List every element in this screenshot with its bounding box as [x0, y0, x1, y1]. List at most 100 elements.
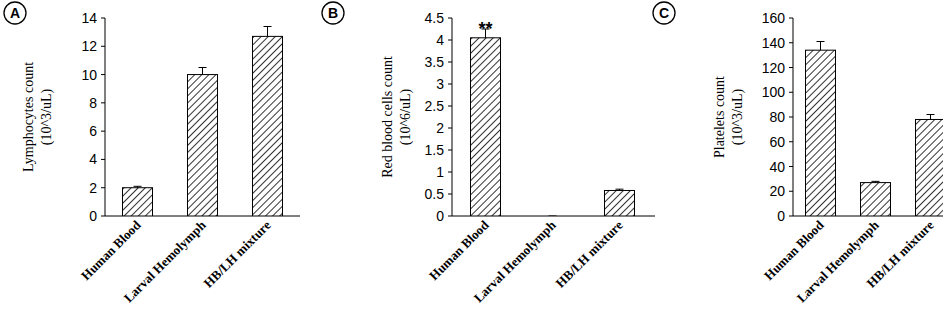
y-tick	[101, 216, 105, 217]
y-tick-label: 12	[81, 38, 97, 54]
x-tick-label: Human Blood	[426, 217, 492, 283]
y-tick-label: 3.5	[425, 54, 445, 70]
bar	[188, 75, 218, 216]
bar	[605, 190, 635, 216]
y-tick-label: 0	[89, 208, 97, 224]
y-tick-label: 120	[762, 60, 786, 76]
y-tick-label: 0	[777, 208, 785, 224]
panel: A Lymphocytes count(10^3/uL) 0 2 4 6 8 10 12 14 Hu…	[4, 2, 300, 305]
y-tick	[448, 172, 452, 173]
y-tick	[789, 117, 793, 118]
y-axis-title: Platelets count	[712, 76, 727, 158]
y-tick	[789, 18, 793, 19]
bar	[253, 36, 283, 216]
y-tick-label: 6	[89, 123, 97, 139]
y-tick	[789, 67, 793, 68]
error-bar	[616, 189, 624, 190]
y-tick-label: 40	[769, 159, 785, 175]
y-tick	[789, 216, 793, 217]
bar	[806, 50, 836, 216]
y-tick	[448, 150, 452, 151]
panel-badge	[653, 2, 675, 24]
y-axis-title: (10^3/uL)	[730, 88, 746, 145]
y-tick	[789, 141, 793, 142]
panel-label: A	[10, 5, 20, 21]
bars	[471, 29, 635, 216]
y-tick	[101, 159, 105, 160]
bar	[916, 119, 944, 216]
y-tick	[448, 62, 452, 63]
y-tick	[448, 128, 452, 129]
y-tick-label: 4	[89, 151, 97, 167]
y-tick-label: 80	[769, 109, 785, 125]
y-tick-label: 10	[81, 67, 97, 83]
y-tick	[101, 74, 105, 75]
bar	[538, 216, 568, 217]
y-tick	[448, 18, 452, 19]
y-tick-label: 1.5	[425, 142, 445, 158]
y-tick	[101, 102, 105, 103]
y-tick	[101, 187, 105, 188]
y-tick-label: 60	[769, 134, 785, 150]
y-tick	[448, 84, 452, 85]
y-tick-label: 140	[762, 35, 786, 51]
error-bar	[927, 115, 935, 120]
y-axis-title: Lymphocytes count	[21, 62, 36, 172]
y-tick	[448, 40, 452, 41]
panel: C Platelets count(10^3/uL) 0 20 40 60 80 100 120…	[653, 2, 946, 305]
y-tick-label: 20	[769, 183, 785, 199]
y-tick-label: 1	[436, 164, 444, 180]
y-tick	[448, 216, 452, 217]
y-tick	[448, 106, 452, 107]
x-tick-label: Larval Hemolymph	[471, 217, 560, 306]
x-tick-label: Human Blood	[78, 217, 144, 283]
panel: B Red blood cells count(10^6/uL) 0 0.5 1 1.5 2…	[322, 2, 655, 305]
y-tick-label: 14	[81, 10, 97, 26]
error-bar	[817, 42, 825, 51]
y-tick-label: 2.5	[425, 98, 445, 114]
panel-label: C	[659, 5, 669, 21]
bar	[123, 188, 153, 216]
y-tick	[789, 42, 793, 43]
bars	[123, 26, 283, 216]
error-bar	[264, 26, 272, 36]
panel-label: B	[328, 5, 338, 21]
y-tick-label: 4.5	[425, 10, 445, 26]
y-tick-label: 2	[89, 180, 97, 196]
y-tick-label: 2	[436, 120, 444, 136]
y-axis-title: (10^3/uL)	[39, 88, 55, 145]
x-tick-label: HB/LH mixture	[864, 217, 937, 290]
error-bar	[134, 186, 142, 187]
x-tick-label: Larval Hemolymph	[121, 217, 210, 306]
bar	[471, 38, 501, 216]
y-tick	[789, 166, 793, 167]
error-bar	[549, 216, 557, 217]
panel-badge	[4, 2, 26, 24]
y-tick	[101, 46, 105, 47]
y-tick-label: 8	[89, 95, 97, 111]
y-axis	[452, 18, 453, 216]
panel-badge	[322, 2, 344, 24]
figure: ALymphocytes count(10^3/uL)02468101214Hu…	[0, 0, 946, 320]
annotation: **	[478, 19, 492, 39]
y-tick	[448, 194, 452, 195]
y-tick-label: 0.5	[425, 186, 445, 202]
y-tick-label: 4	[436, 32, 444, 48]
x-tick-label: HB/LH mixture	[553, 217, 626, 290]
x-tick-label: Larval Hemolymph	[794, 217, 883, 306]
y-tick-label: 3	[436, 76, 444, 92]
y-axis-title: Red blood cells count	[380, 56, 395, 178]
bar	[861, 183, 891, 216]
y-tick	[789, 92, 793, 93]
y-tick-label: 160	[762, 10, 786, 26]
y-axis	[105, 18, 106, 216]
y-tick-label: 100	[762, 84, 786, 100]
y-tick	[101, 131, 105, 132]
y-tick	[789, 191, 793, 192]
y-tick	[101, 18, 105, 19]
error-bar	[872, 181, 880, 182]
y-tick-label: 0	[436, 208, 444, 224]
x-tick-label: HB/LH mixture	[201, 217, 274, 290]
y-axis-title: (10^6/uL)	[398, 88, 414, 145]
error-bar	[199, 68, 207, 75]
